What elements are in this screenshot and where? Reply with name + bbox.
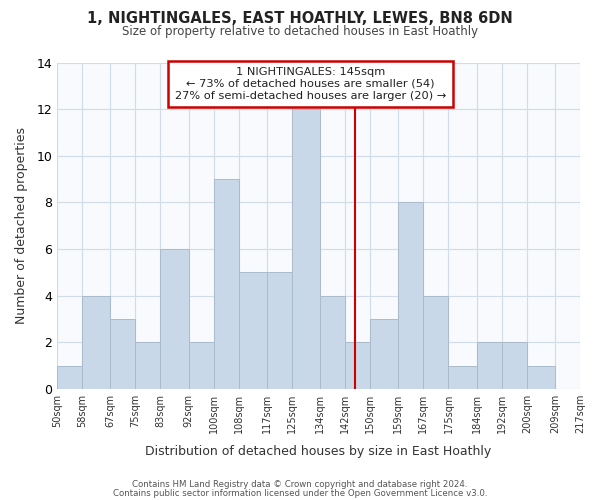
Bar — [214, 179, 239, 389]
X-axis label: Distribution of detached houses by size in East Hoathly: Distribution of detached houses by size … — [145, 444, 491, 458]
Bar — [160, 249, 188, 389]
Text: 1 NIGHTINGALES: 145sqm
← 73% of detached houses are smaller (54)
27% of semi-det: 1 NIGHTINGALES: 145sqm ← 73% of detached… — [175, 68, 446, 100]
Bar — [320, 296, 345, 389]
Bar — [448, 366, 476, 389]
Bar — [424, 296, 448, 389]
Y-axis label: Number of detached properties: Number of detached properties — [15, 128, 28, 324]
Bar — [292, 109, 320, 389]
Bar — [476, 342, 502, 389]
Bar — [239, 272, 267, 389]
Bar — [188, 342, 214, 389]
Bar — [267, 272, 292, 389]
Bar — [110, 319, 136, 389]
Text: Size of property relative to detached houses in East Hoathly: Size of property relative to detached ho… — [122, 25, 478, 38]
Bar — [370, 319, 398, 389]
Bar — [82, 296, 110, 389]
Bar — [57, 366, 82, 389]
Bar — [136, 342, 160, 389]
Bar — [345, 342, 370, 389]
Text: Contains HM Land Registry data © Crown copyright and database right 2024.: Contains HM Land Registry data © Crown c… — [132, 480, 468, 489]
Bar — [502, 342, 527, 389]
Text: 1, NIGHTINGALES, EAST HOATHLY, LEWES, BN8 6DN: 1, NIGHTINGALES, EAST HOATHLY, LEWES, BN… — [87, 11, 513, 26]
Bar — [398, 202, 424, 389]
Bar — [527, 366, 555, 389]
Text: Contains public sector information licensed under the Open Government Licence v3: Contains public sector information licen… — [113, 488, 487, 498]
